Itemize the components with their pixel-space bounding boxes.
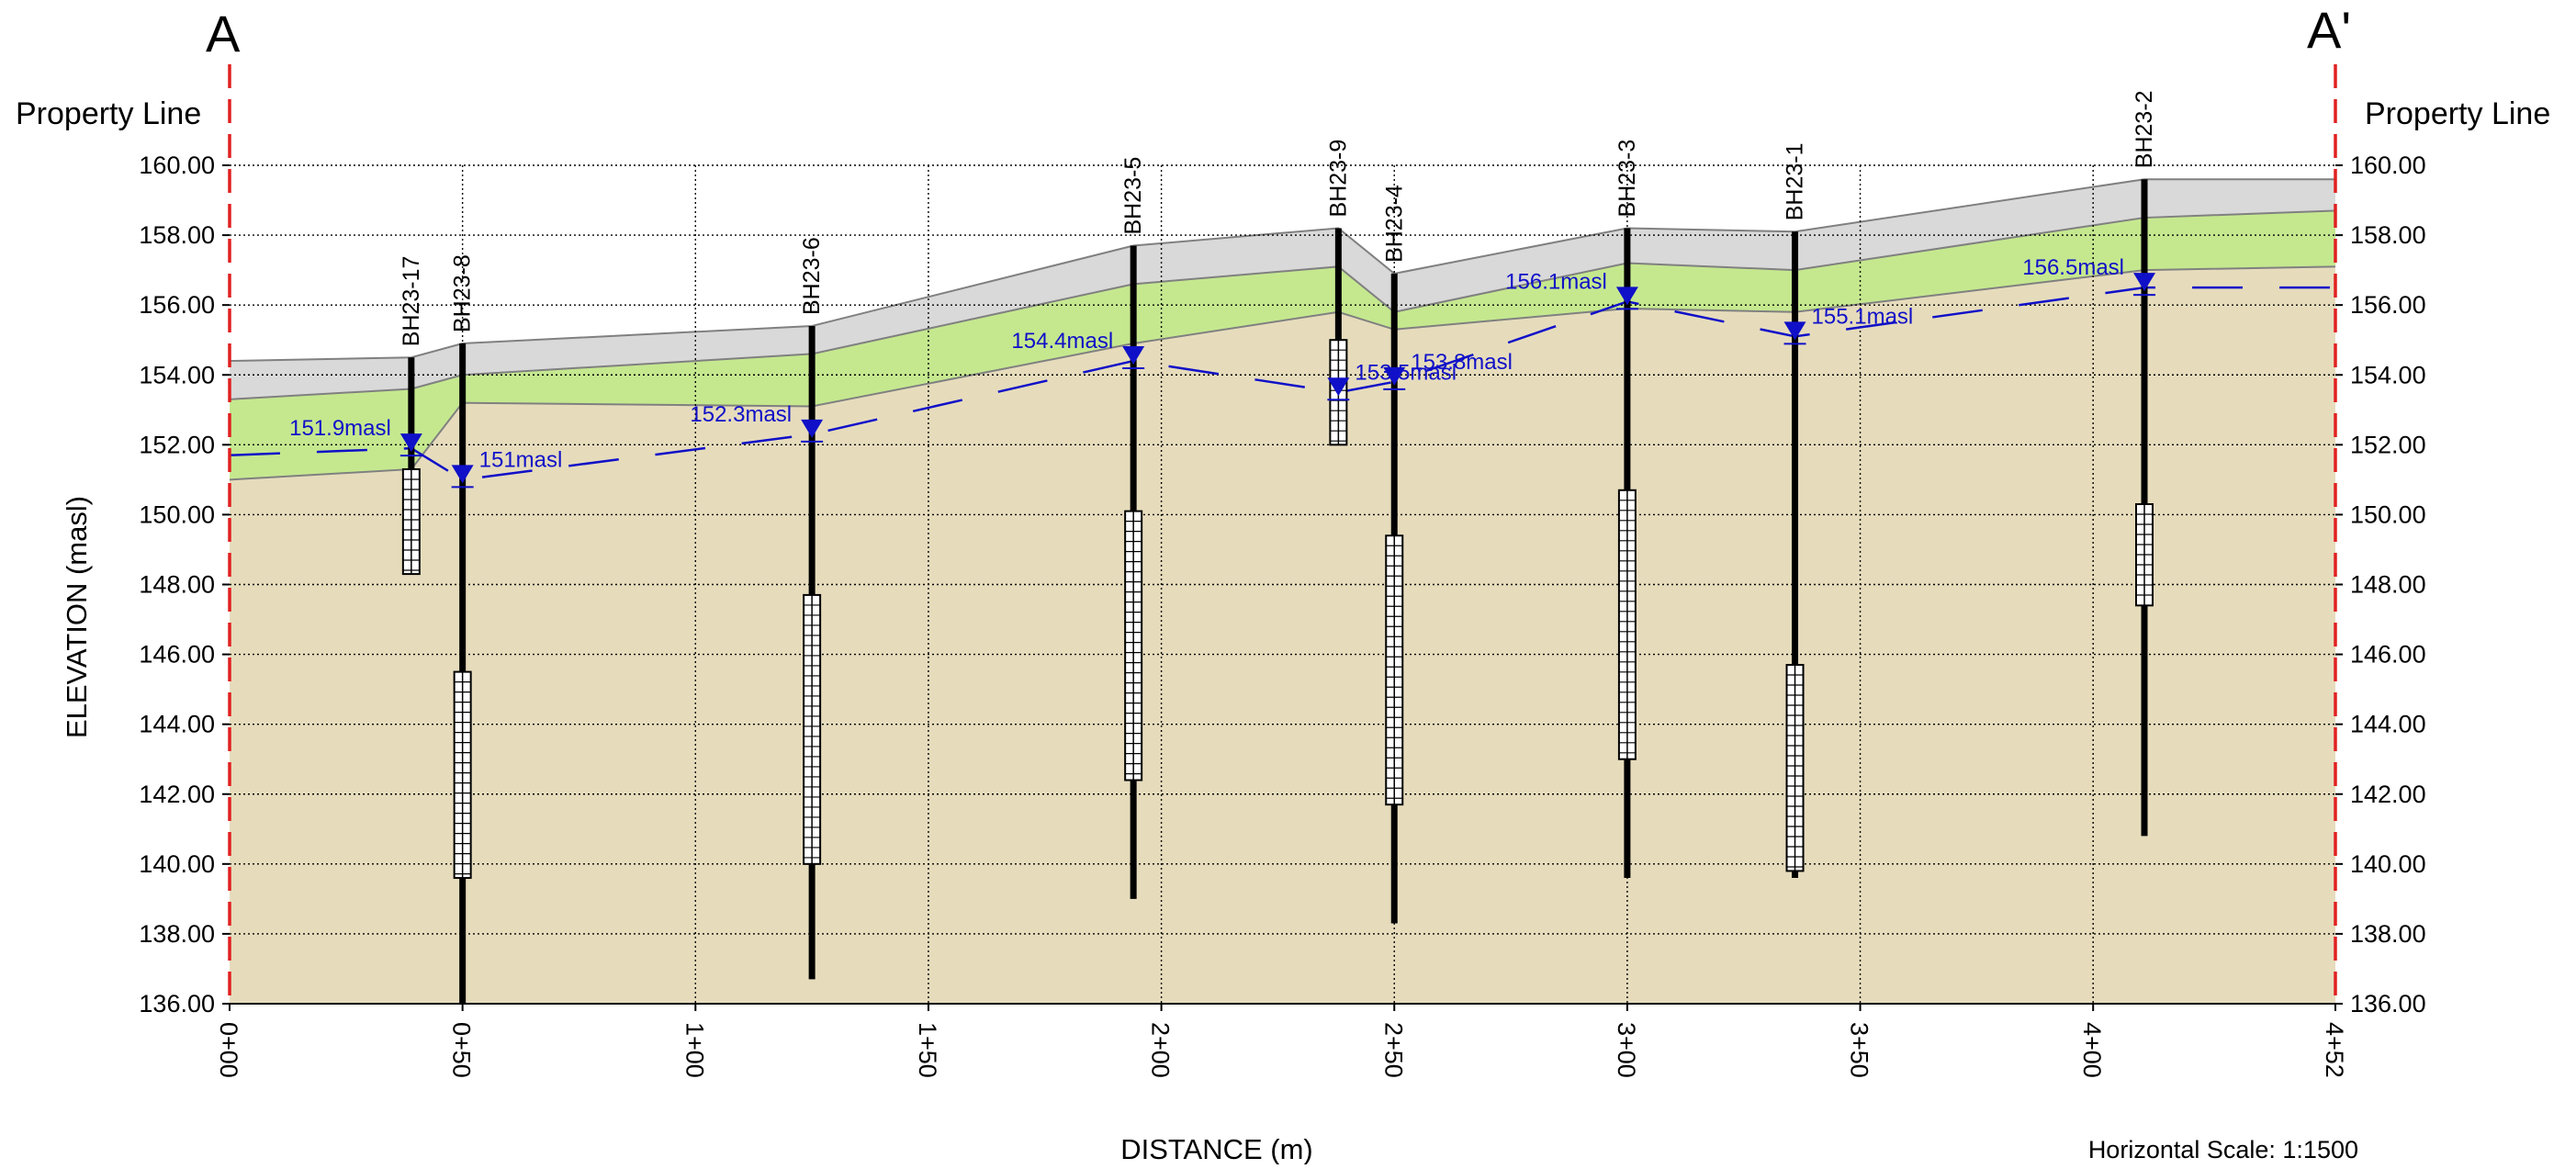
y-axis-label: ELEVATION (masl) (61, 496, 93, 738)
water-table (229, 286, 2335, 481)
y-tick-label-right: 140.00 (2350, 850, 2426, 878)
y-tick-label-right: 142.00 (2350, 781, 2426, 808)
horizontal-scale-label: Horizontal Scale: 1:1500 (2088, 1136, 2358, 1163)
y-tick-label-left: 156.00 (139, 291, 215, 319)
y-tick-label-left: 140.00 (139, 850, 215, 878)
water-level-label: 156.5masl (2022, 255, 2124, 280)
x-tick-label: 0+50 (448, 1022, 476, 1078)
borehole-label: BH23-8 (450, 254, 476, 332)
borehole-label: BH23-9 (1325, 140, 1351, 218)
borehole-label: BH23-2 (2132, 90, 2157, 168)
topsoil-layer (230, 179, 2335, 399)
y-tick-label-left: 146.00 (139, 641, 215, 669)
water-level-label: 153.5masl (1355, 360, 1457, 385)
y-tick-label-left: 160.00 (139, 152, 215, 179)
water-level-label: 154.4masl (1011, 329, 1113, 354)
y-tick-label-left: 158.00 (139, 221, 215, 249)
y-tick-label-left: 150.00 (139, 500, 215, 528)
y-tick-label-right: 136.00 (2350, 990, 2426, 1017)
water-level-triangle-icon (1615, 287, 1638, 306)
water-level-triangle-icon (1783, 321, 1806, 341)
water-table-line (229, 286, 2335, 481)
x-tick-label: 2+50 (1379, 1022, 1407, 1078)
section-start-letter: A (206, 5, 241, 62)
y-tick-label-left: 138.00 (139, 920, 215, 948)
x-tick-label: 1+50 (914, 1022, 941, 1078)
borehole-label: BH23-3 (1614, 140, 1640, 218)
x-tick-label: 4+52 (2321, 1022, 2348, 1078)
y-tick-label-right: 154.00 (2350, 361, 2426, 388)
y-tick-label-left: 154.00 (139, 361, 215, 388)
borehole-label: BH23-4 (1381, 185, 1407, 263)
y-tick-label-right: 138.00 (2350, 920, 2426, 948)
y-tick-label-right: 148.00 (2350, 571, 2426, 599)
water-level-triangle-icon (1122, 346, 1145, 365)
y-tick-label-left: 136.00 (139, 990, 215, 1017)
water-level-triangle-icon (399, 433, 422, 453)
y-tick-label-left: 144.00 (139, 711, 215, 738)
y-tick-label-left: 142.00 (139, 781, 215, 808)
soil-layers (229, 178, 2336, 1005)
section-end-letter: A' (2307, 1, 2351, 59)
borehole-label: BH23-17 (399, 256, 424, 347)
axes: 160.00 160.00 158.00 158.00 156.00 156.00 154.… (139, 64, 2426, 1078)
water-level-label: 156.1masl (1505, 269, 1607, 294)
y-tick-label-right: 144.00 (2350, 711, 2426, 738)
water-level-triangle-icon (1327, 377, 1350, 397)
water-level-label: 152.3masl (690, 402, 792, 427)
x-tick-label: 2+00 (1147, 1022, 1175, 1078)
water-level-label: 151masl (479, 447, 563, 472)
y-tick-label-right: 152.00 (2350, 431, 2426, 458)
water-level-triangle-icon (801, 419, 824, 438)
y-tick-label-right: 160.00 (2350, 152, 2426, 179)
x-axis-label: DISTANCE (m) (1120, 1133, 1313, 1164)
water-level-triangle-icon (2133, 273, 2156, 292)
x-tick-label: 1+00 (681, 1022, 708, 1078)
x-tick-label: 3+50 (1846, 1022, 1873, 1078)
right-property-line-label: Property Line (2365, 96, 2550, 131)
y-tick-label-right: 146.00 (2350, 641, 2426, 669)
water-level-triangle-icon (1383, 366, 1406, 386)
native_soil-layer (230, 266, 2335, 1005)
x-tick-label: 3+00 (1613, 1022, 1640, 1078)
y-tick-label-right: 156.00 (2350, 291, 2426, 319)
water-level-label: 153.8masl (1411, 350, 1513, 375)
y-tick-label-right: 158.00 (2350, 221, 2426, 249)
borehole-label: BH23-5 (1120, 157, 1146, 235)
boreholes: BH23-17 151.9masl BH23-8 151masl BH23-6 152.3… (289, 90, 2157, 1004)
y-tick-label-left: 152.00 (139, 431, 215, 458)
water-level-triangle-icon (451, 465, 474, 484)
water-level-label: 151.9masl (289, 416, 391, 441)
fill_layer-layer (230, 210, 2335, 480)
y-tick-label-right: 150.00 (2350, 500, 2426, 528)
x-tick-label: 4+00 (2078, 1022, 2106, 1078)
left-property-line-label: Property Line (16, 96, 201, 131)
borehole-label: BH23-1 (1783, 143, 1808, 221)
x-tick-label: 0+00 (215, 1022, 242, 1078)
borehole-label: BH23-6 (799, 237, 825, 315)
y-tick-label-left: 148.00 (139, 571, 215, 599)
water-level-label: 155.1masl (1812, 304, 1914, 329)
